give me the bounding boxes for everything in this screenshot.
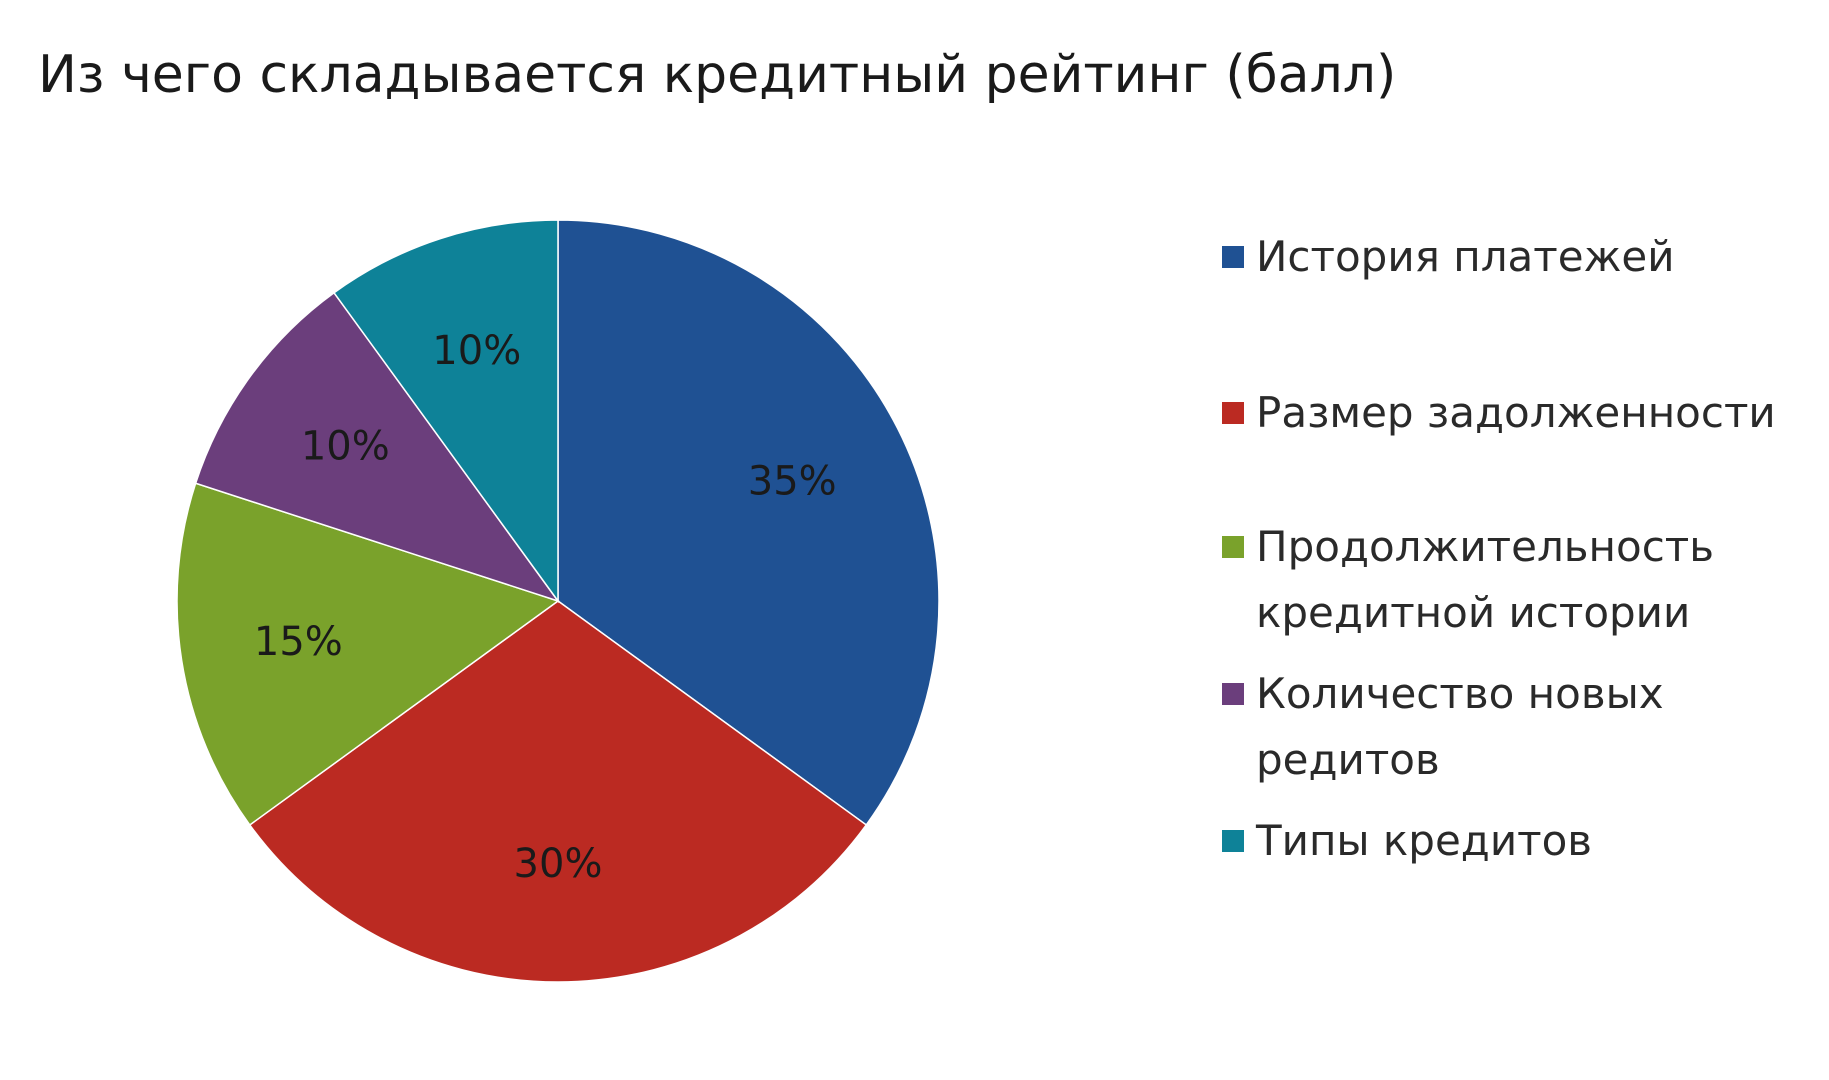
legend-swatch [1222,402,1244,424]
legend-label: История платежей [1256,232,1675,281]
slice-data-label: 15% [254,619,343,665]
pie-chart: 35% 30% 15% 10% 10% [176,219,940,983]
legend-label: Количество новых редитов [1256,669,1664,784]
legend-label: Типы кредитов [1256,816,1593,865]
legend-item: Количество новых редитов [1222,661,1822,793]
pie-slice [333,219,559,604]
slice-data-label: 30% [514,841,603,887]
slice-data-label: 10% [301,423,390,469]
legend-item: История платежей [1222,224,1822,290]
slice-data-label: 35% [748,459,837,505]
legend-item: Продолжительность кредитной истории [1222,514,1822,646]
pie-slice [176,482,560,826]
legend-label: Размер задолженности [1256,388,1776,437]
legend-swatch [1222,536,1244,558]
pie-slice [194,291,560,603]
pie-slice [248,600,868,983]
chart-legend: История платежей Размер задолженности Прод… [1222,224,1822,874]
legend-label: Продолжительность кредитной истории [1256,522,1715,637]
slice-data-label: 10% [432,328,521,374]
pie-slice [557,219,940,826]
chart-title: Из чего складывается кредитный рейтинг (… [38,45,1397,105]
legend-item: Типы кредитов [1222,808,1822,874]
legend-item: Размер задолженности [1222,380,1822,446]
legend-swatch [1222,246,1244,268]
legend-swatch [1222,830,1244,852]
legend-swatch [1222,683,1244,705]
